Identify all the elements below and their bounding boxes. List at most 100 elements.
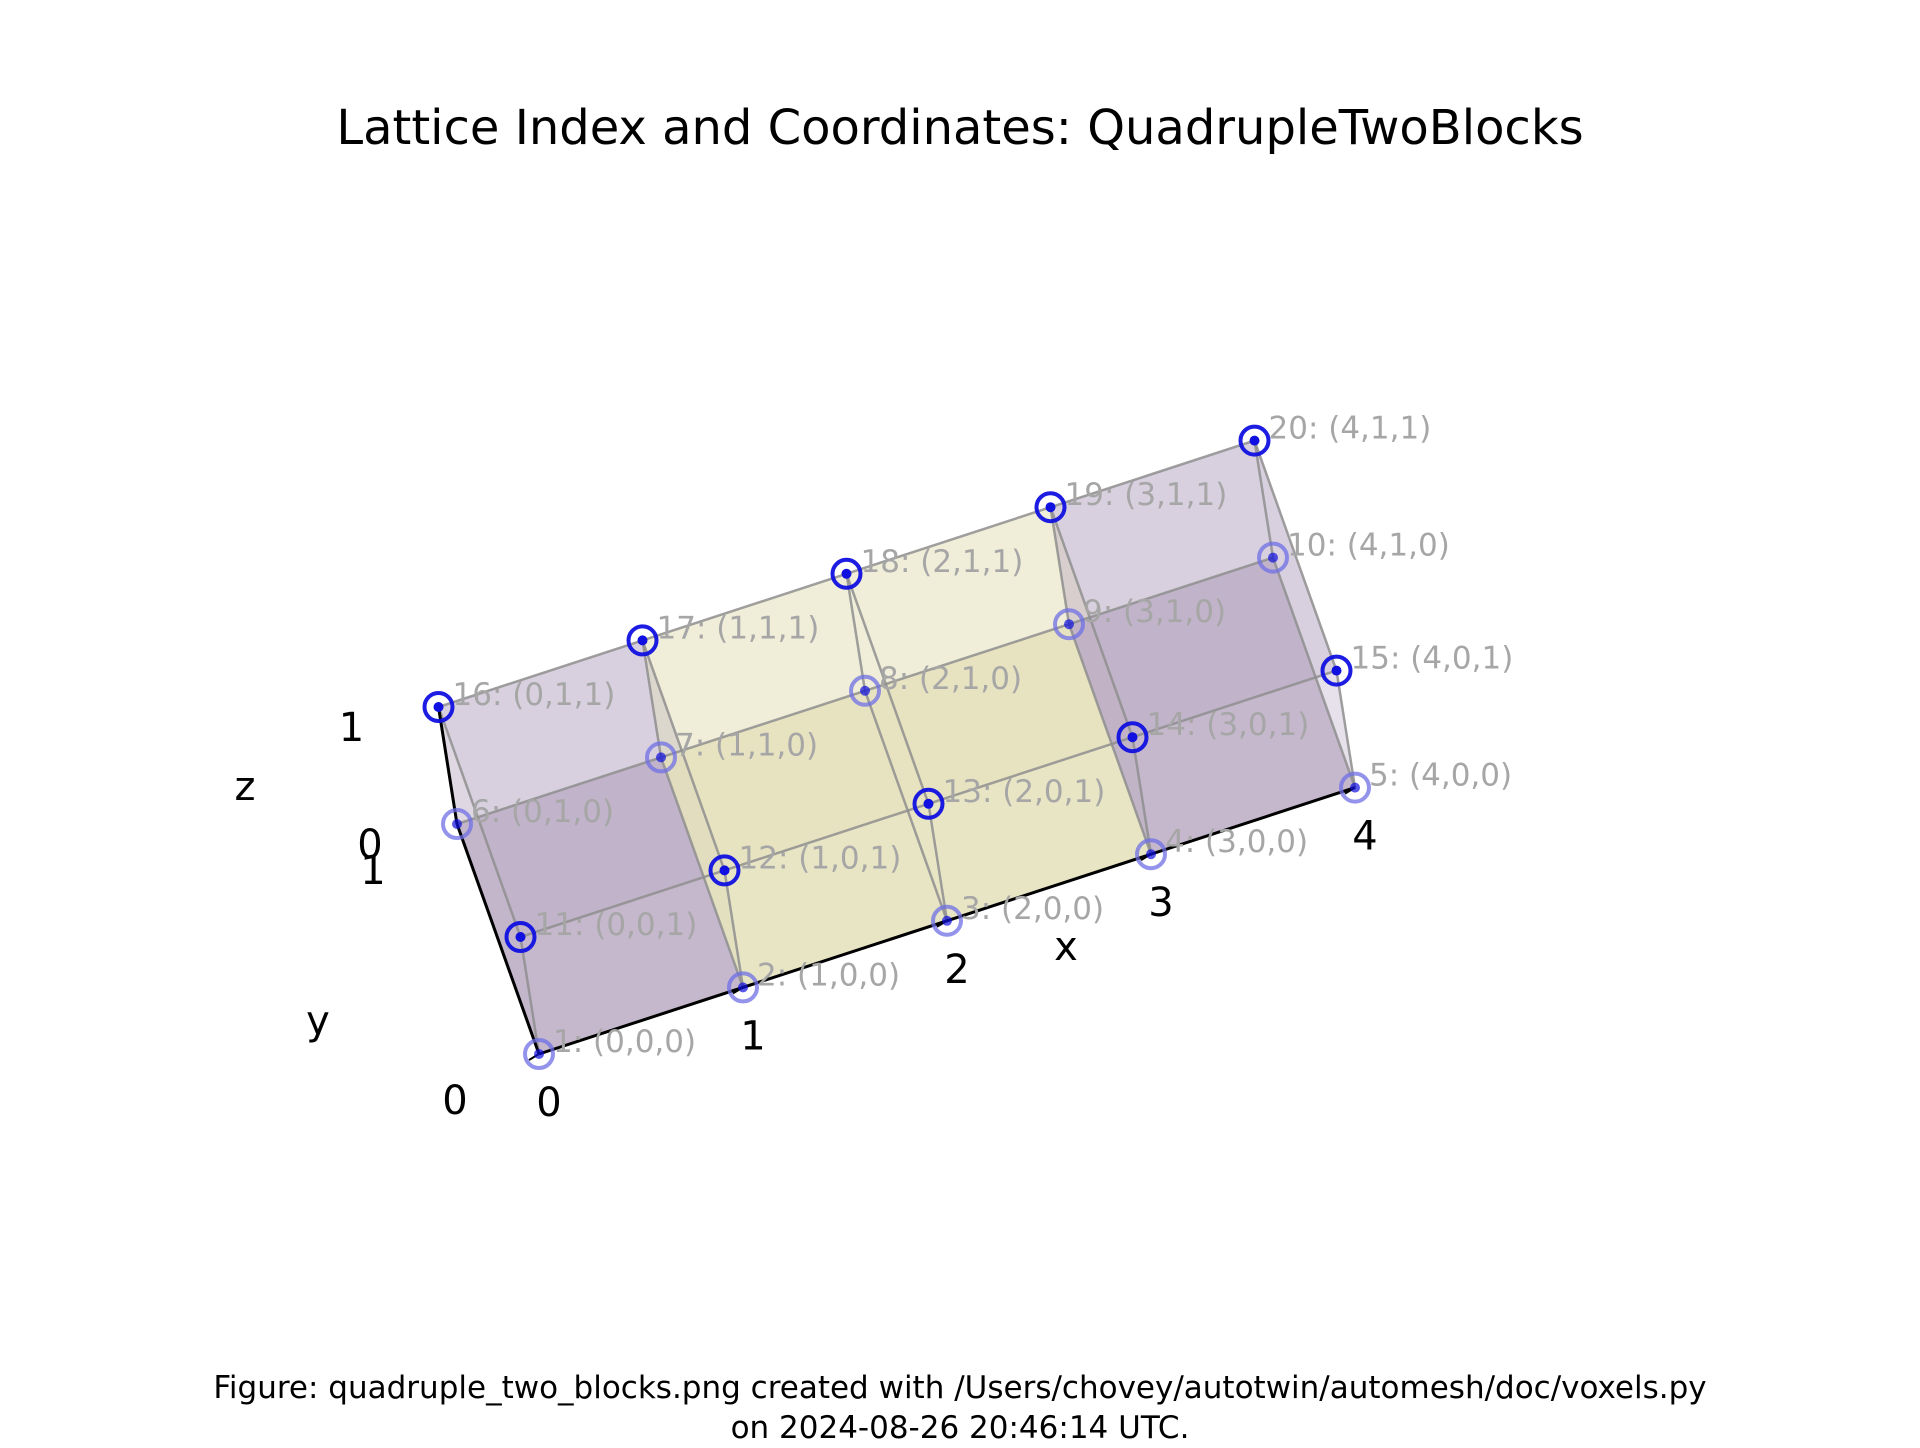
node-dot	[452, 819, 462, 829]
lattice-node: 16: (0,1,1)	[422, 677, 616, 723]
node-dot	[1127, 732, 1138, 743]
axis-line	[455, 823, 541, 1055]
lattice-node: 15: (4,0,1)	[1320, 641, 1513, 687]
node-dot	[942, 915, 952, 926]
node-label: 3: (2,0,0)	[961, 891, 1104, 927]
lattice-edge	[1253, 440, 1338, 672]
lattice-edge	[927, 803, 949, 921]
node-ring	[1320, 654, 1353, 687]
node-label: 16: (0,1,1)	[453, 677, 616, 713]
node-label: 4: (3,0,0)	[1165, 824, 1308, 860]
node-ring	[727, 971, 759, 1004]
lattice-node: 9: (3,1,0)	[1053, 594, 1226, 641]
lattice-edge	[1271, 557, 1357, 789]
node-dot	[841, 568, 852, 579]
lattice-edge	[1253, 440, 1275, 558]
node-dot	[1045, 502, 1056, 513]
node-label: 13: (2,0,1)	[943, 774, 1106, 810]
node-ring	[441, 808, 473, 840]
node-ring	[523, 1038, 555, 1070]
node-ring	[626, 624, 659, 657]
lattice-node: 8: (2,1,0)	[849, 661, 1022, 707]
node-dot	[656, 752, 666, 763]
lattice-node: 18: (2,1,1)	[830, 544, 1024, 590]
node-ring	[1257, 541, 1289, 574]
z-axis-label: z	[235, 764, 256, 810]
node-label: 20: (4,1,1)	[1269, 411, 1432, 447]
y-tick-label: 0	[442, 1078, 467, 1124]
x-tick-label: 3	[1148, 880, 1173, 926]
lattice-edge	[845, 573, 867, 691]
node-label: 6: (0,1,0)	[471, 794, 614, 830]
node-label: 10: (4,1,0)	[1287, 528, 1450, 564]
lattice-node: 5: (4,0,0)	[1339, 758, 1512, 804]
node-ring	[708, 854, 741, 887]
node-label: 1: (0,0,0)	[553, 1024, 696, 1060]
block-face-side	[1050, 507, 1151, 855]
node-ring	[504, 921, 537, 953]
node-ring	[849, 674, 881, 707]
node-label: 17: (1,1,1)	[657, 610, 820, 646]
lattice-edge	[863, 690, 949, 922]
lattice-edge	[1049, 506, 1134, 738]
node-ring	[1053, 608, 1085, 641]
lattice-node: 10: (4,1,0)	[1257, 528, 1450, 574]
lattice-node: 11: (0,0,1)	[504, 907, 698, 953]
lattice-edge	[437, 706, 522, 938]
figure-caption: Figure: quadruple_two_blocks.png created…	[0, 1368, 1920, 1448]
node-dot	[1146, 849, 1156, 860]
y-axis-label: y	[306, 998, 330, 1044]
lattice-node: 13: (2,0,1)	[912, 774, 1106, 820]
node-label: 12: (1,0,1)	[739, 840, 902, 876]
node-dot	[738, 982, 748, 993]
block-face-side	[642, 640, 743, 988]
lattice-edge	[641, 640, 663, 758]
lattice-node: 6: (0,1,0)	[441, 794, 614, 840]
lattice-edge	[1335, 670, 1357, 788]
lattice-node: 7: (1,1,0)	[645, 727, 818, 774]
node-dot	[637, 635, 648, 646]
node-label: 8: (2,1,0)	[879, 661, 1022, 697]
lattice-edge	[641, 639, 726, 871]
lattice-edge	[1049, 507, 1071, 625]
x-axis-label: x	[1054, 924, 1078, 970]
node-dot	[1331, 665, 1342, 676]
node-label: 18: (2,1,1)	[861, 544, 1024, 580]
node-label: 11: (0,0,1)	[535, 907, 698, 943]
lattice-node: 3: (2,0,0)	[931, 891, 1104, 937]
node-dot	[534, 1049, 544, 1059]
lattice-node: 2: (1,0,0)	[727, 957, 900, 1004]
node-dot	[433, 702, 444, 712]
x-tick-label: 1	[740, 1013, 765, 1059]
lattice-node: 20: (4,1,1)	[1238, 411, 1432, 457]
x-tick-label: 2	[944, 947, 969, 993]
node-ring	[1339, 771, 1371, 804]
caption-line-2: on 2024-08-26 20:46:14 UTC.	[730, 1410, 1190, 1446]
axis-line	[437, 706, 459, 825]
lattice-edge	[519, 936, 541, 1055]
node-label: 19: (3,1,1)	[1065, 477, 1228, 513]
lattice-edge	[1131, 737, 1153, 855]
node-label: 2: (1,0,0)	[757, 957, 900, 993]
lattice-edge	[845, 573, 930, 805]
node-dot	[923, 798, 934, 809]
block-face-front	[520, 870, 743, 1054]
node-label: 9: (3,1,0)	[1083, 594, 1226, 630]
lattice-node: 4: (3,0,0)	[1135, 824, 1308, 871]
node-ring	[830, 557, 863, 590]
node-dot	[1350, 782, 1360, 793]
node-dot	[515, 932, 526, 942]
node-ring	[1238, 424, 1271, 457]
node-label: 14: (3,0,1)	[1147, 707, 1310, 743]
node-ring	[1135, 838, 1167, 871]
block-face-side	[438, 707, 539, 1054]
lattice-node: 1: (0,0,0)	[523, 1024, 696, 1070]
node-ring	[422, 691, 455, 723]
node-label: 5: (4,0,0)	[1369, 758, 1512, 794]
block-face-front	[1132, 670, 1355, 855]
lattice-edge	[723, 870, 745, 988]
y-tick-label: 1	[360, 848, 385, 894]
caption-line-1: Figure: quadruple_two_blocks.png created…	[213, 1370, 1707, 1406]
figure-title: Lattice Index and Coordinates: Quadruple…	[336, 100, 1584, 156]
lattice-node: 19: (3,1,1)	[1034, 477, 1228, 524]
